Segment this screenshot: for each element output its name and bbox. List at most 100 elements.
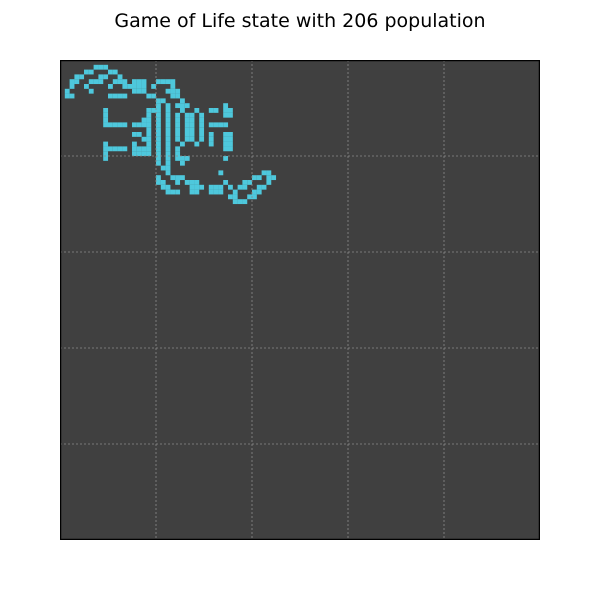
live-cell <box>103 156 109 161</box>
live-cell <box>194 180 200 185</box>
live-cell <box>156 112 161 118</box>
live-cell <box>228 108 233 113</box>
live-cell <box>112 69 118 75</box>
live-cell <box>122 84 128 89</box>
live-cell <box>165 112 171 118</box>
live-cell <box>170 175 176 181</box>
live-cell <box>189 122 195 128</box>
live-cell <box>232 194 238 200</box>
live-cell <box>228 141 233 147</box>
live-cell <box>136 122 142 128</box>
live-cell <box>175 103 181 109</box>
live-cell <box>228 194 233 200</box>
live-cell <box>117 122 123 128</box>
live-cell <box>175 117 181 123</box>
live-cell <box>223 108 229 113</box>
live-cell <box>165 160 171 166</box>
live-cell <box>108 146 113 152</box>
live-cell <box>218 170 224 176</box>
live-cell <box>175 175 181 181</box>
live-cell <box>266 180 272 185</box>
live-cell <box>64 88 70 94</box>
live-cell <box>93 79 99 85</box>
live-cell <box>266 175 272 181</box>
live-cell <box>156 127 161 133</box>
live-cell <box>112 79 118 85</box>
live-cell <box>88 79 94 85</box>
live-cell <box>199 117 205 123</box>
live-cell <box>170 84 176 89</box>
live-cell <box>180 108 185 113</box>
live-cell <box>208 132 214 137</box>
live-cell <box>189 136 195 142</box>
live-cell <box>223 103 229 109</box>
live-cell <box>103 108 109 113</box>
live-cell <box>146 146 152 152</box>
live-cell <box>146 136 152 142</box>
live-cell <box>156 180 161 185</box>
live-cell <box>256 184 262 190</box>
live-cell <box>136 88 142 94</box>
live-cell <box>223 146 229 152</box>
live-cell <box>208 136 214 142</box>
live-cell <box>223 180 229 185</box>
life-board-canvas[interactable] <box>60 60 540 540</box>
live-cell <box>156 122 161 128</box>
live-cell <box>184 136 190 142</box>
live-cell <box>175 112 181 118</box>
live-cell <box>103 64 109 70</box>
live-cell <box>252 189 257 195</box>
live-cell <box>184 132 190 137</box>
live-cell <box>117 146 123 152</box>
live-cell <box>180 98 185 104</box>
live-cell <box>127 84 133 89</box>
live-cell <box>165 189 171 195</box>
live-cell <box>103 141 109 147</box>
live-cell <box>223 156 229 161</box>
live-cell <box>141 146 147 152</box>
live-cell <box>237 184 243 190</box>
live-cell <box>132 146 137 152</box>
live-cell <box>136 146 142 152</box>
live-cell <box>213 108 219 113</box>
live-cell <box>180 160 185 166</box>
live-cell <box>165 156 171 161</box>
live-cell <box>136 132 142 137</box>
live-cell <box>136 151 142 157</box>
live-cell <box>256 175 262 181</box>
live-cell <box>132 122 137 128</box>
live-cell <box>141 84 147 89</box>
live-cell <box>69 93 75 99</box>
live-cell <box>261 184 267 190</box>
live-cell <box>132 84 137 89</box>
live-cell <box>141 79 147 85</box>
live-cell <box>252 194 257 200</box>
live-cell <box>146 117 152 123</box>
live-cell <box>141 117 147 123</box>
live-cell <box>165 170 171 176</box>
live-cell <box>98 64 104 70</box>
live-cell <box>103 117 109 123</box>
live-cell <box>180 141 185 147</box>
live-cell <box>79 74 85 80</box>
live-cell <box>122 146 128 152</box>
live-cell <box>184 112 190 118</box>
live-cell <box>184 127 190 133</box>
live-cell <box>156 151 161 157</box>
live-cell <box>146 93 152 99</box>
live-cell <box>108 69 113 75</box>
live-cell <box>175 88 181 94</box>
live-cell <box>180 103 185 109</box>
live-cell <box>175 127 181 133</box>
live-cell <box>165 184 171 190</box>
live-cell <box>156 136 161 142</box>
live-cell <box>146 112 152 118</box>
live-cell <box>208 122 214 128</box>
live-cell <box>132 79 137 85</box>
life-board[interactable] <box>60 60 540 540</box>
live-cell <box>103 146 109 152</box>
live-cell <box>199 122 205 128</box>
live-cell <box>112 93 118 99</box>
live-cell <box>165 127 171 133</box>
live-cell <box>194 189 200 195</box>
